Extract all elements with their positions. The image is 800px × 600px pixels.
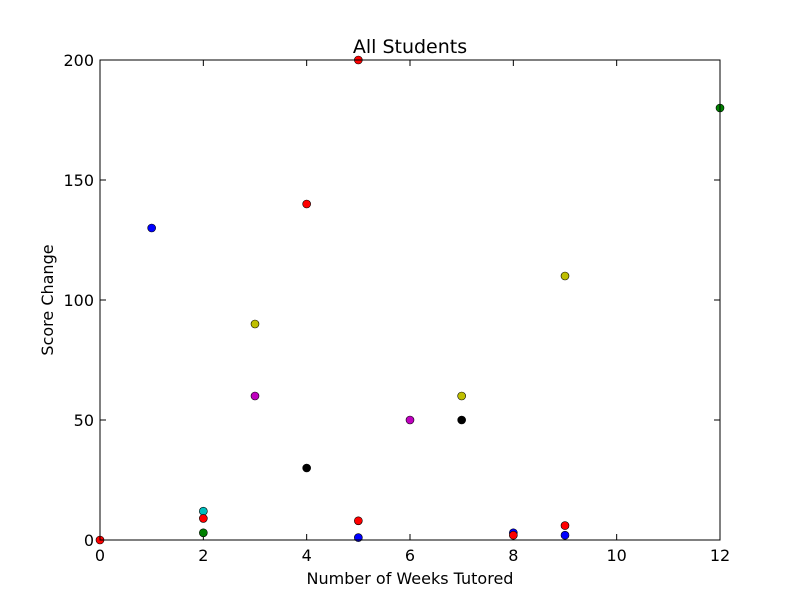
scatter-point (199, 528, 208, 538)
scatter-point (405, 415, 415, 425)
data-points (95, 55, 725, 545)
scatter-point (457, 415, 466, 425)
y-tick-label: 200 (63, 51, 94, 70)
scatter-point (199, 514, 208, 523)
scatter-point (354, 516, 363, 526)
scatter-point (250, 391, 260, 401)
x-tick-label: 12 (710, 546, 730, 565)
scatter-point (560, 271, 570, 281)
scatter-point (199, 506, 208, 516)
y-tick-label: 100 (63, 291, 94, 310)
scatter-point (457, 391, 466, 401)
x-tick-label: 2 (198, 546, 208, 565)
y-tick-label: 0 (84, 531, 94, 550)
x-tick-label: 4 (302, 546, 312, 565)
scatter-point (509, 530, 518, 540)
x-tick-label: 6 (405, 546, 415, 565)
y-tick-label: 150 (63, 171, 94, 190)
scatter-point (147, 223, 156, 233)
chart-title: All Students (353, 36, 467, 58)
scatter-point (302, 199, 311, 209)
scatter-point (250, 319, 260, 329)
scatter-point (560, 521, 570, 530)
scatter-point (560, 530, 570, 540)
axis-ticks: 0 2 4 6 8 10 12 0 50 100 150 200 (63, 51, 730, 565)
plot-area-frame (99, 59, 721, 541)
y-axis-label: Score Change (38, 244, 57, 355)
x-tick-label: 8 (508, 546, 518, 565)
x-tick-label: 10 (606, 546, 626, 565)
y-tick-label: 50 (74, 411, 94, 430)
x-tick-label: 0 (95, 546, 105, 565)
x-axis-label: Number of Weeks Tutored (307, 569, 514, 588)
scatter-point (302, 463, 311, 473)
